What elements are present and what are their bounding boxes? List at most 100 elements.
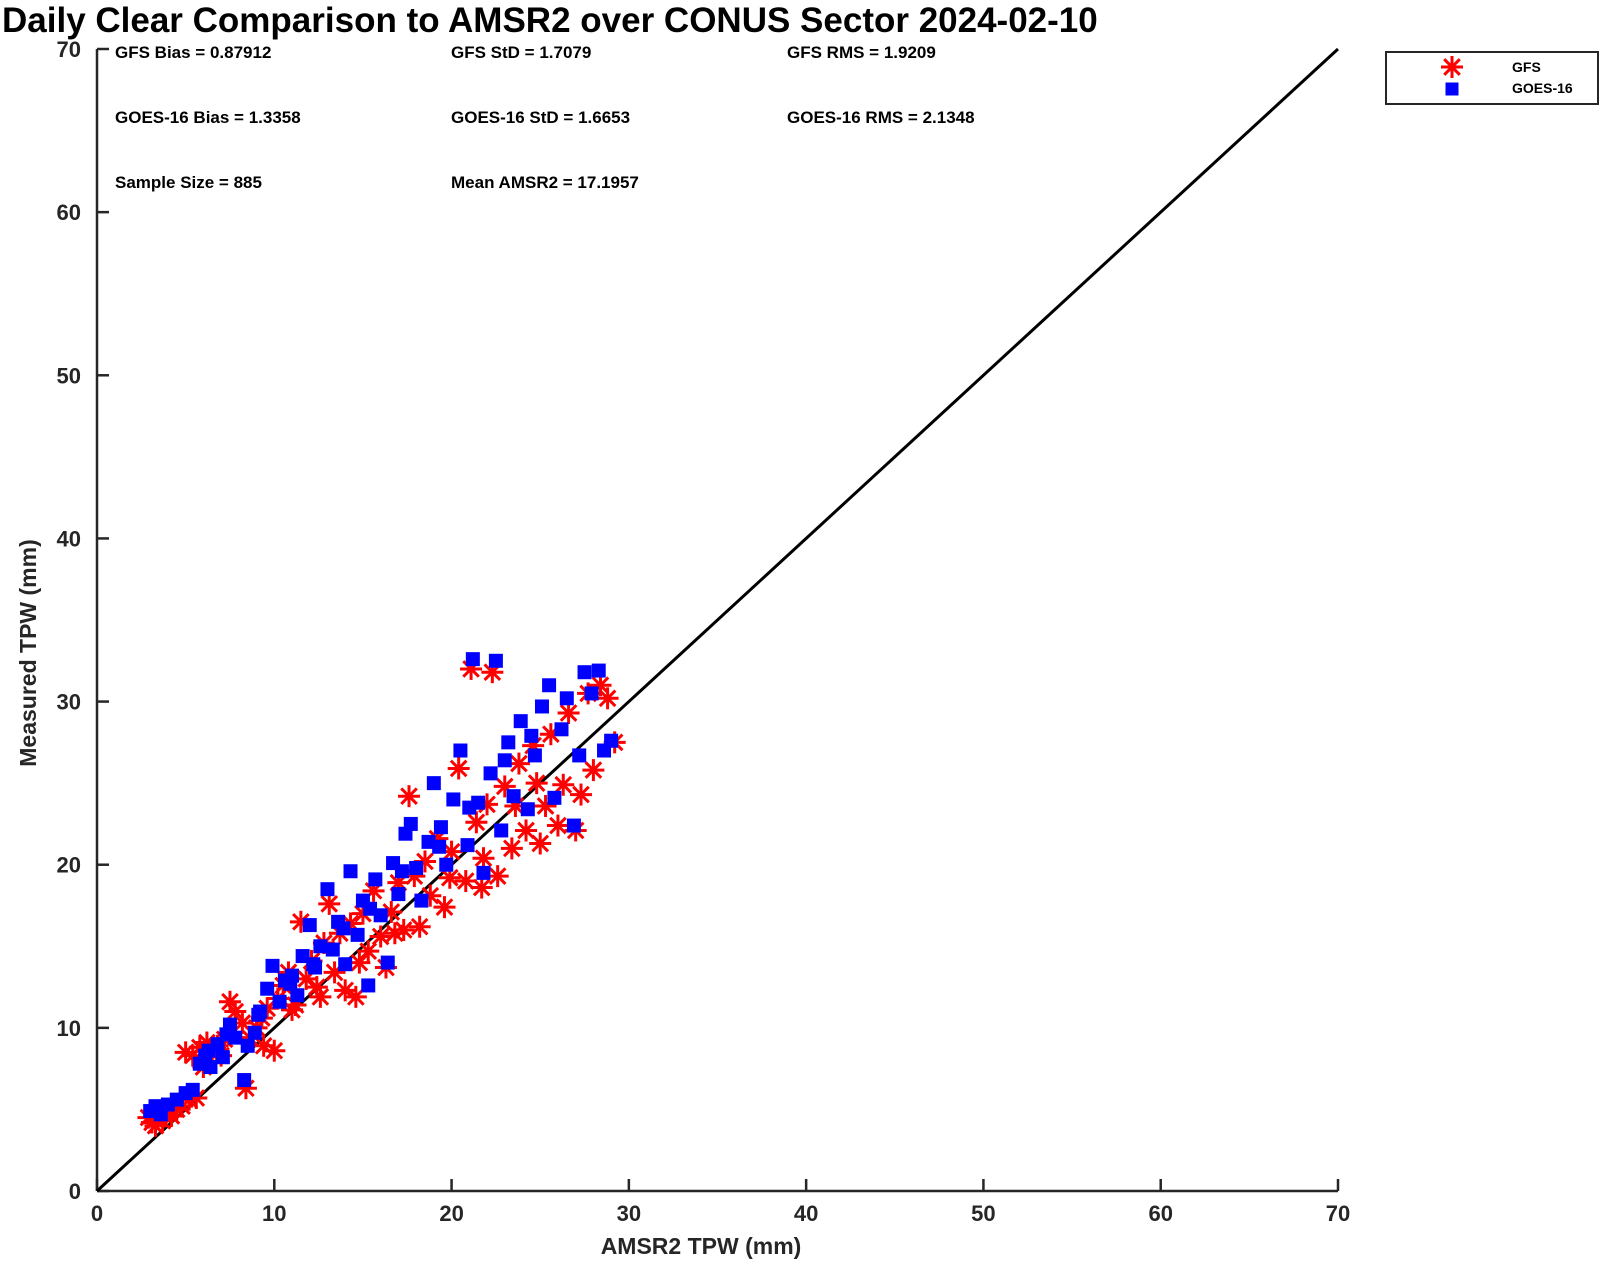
y-tick-label: 70 [57,37,81,62]
goes16-point [488,653,503,668]
legend-goes16-marker [1445,82,1459,96]
goes16-point [247,1025,262,1040]
goes16-point [527,748,542,763]
goes16-point [237,1073,252,1088]
gfs-point [408,915,431,938]
goes16-point [604,733,619,748]
goes16-point [432,839,447,854]
gfs-point [447,757,470,780]
gfs-point [252,1034,275,1057]
goes16-point [506,789,521,804]
goes16-point [403,816,418,831]
goes16-point [201,1043,216,1058]
gfs-point [470,876,493,899]
gfs-point [357,940,380,963]
goes16-point [453,743,468,758]
goes16-point [513,714,528,729]
gfs-point [369,925,392,948]
goes16-point [391,887,406,902]
stat-annotation: Sample Size = 885 [115,173,262,192]
goes16-point [476,865,491,880]
gfs-point [465,811,488,834]
gfs-point [596,687,619,710]
gfs-point [525,772,548,795]
goes16-point [283,976,298,991]
chart-title: Daily Clear Comparison to AMSR2 over CON… [2,1,1098,40]
goes16-point [306,957,321,972]
goes16-point [325,942,340,957]
goes16-point [240,1038,255,1053]
goes16-point [572,748,587,763]
gfs-point [344,985,367,1008]
gfs-point [281,998,304,1021]
y-tick-label: 50 [57,363,81,388]
stat-annotation: GFS StD = 1.7079 [451,43,591,62]
gfs-point [433,896,456,919]
x-tick-label: 50 [971,1201,995,1226]
gfs-point [309,985,332,1008]
y-tick-label: 60 [57,200,81,225]
legend-box [1385,51,1599,105]
x-tick-label: 60 [1148,1201,1172,1226]
goes16-point [185,1082,200,1097]
y-axis-label: Measured TPW (mm) [15,539,41,766]
goes16-point [483,766,498,781]
goes16-point [219,1027,234,1042]
gfs-point [529,832,552,855]
goes16-point [336,921,351,936]
data-points [137,652,626,1137]
gfs-point [569,783,592,806]
legend-label: GFS [1512,59,1541,75]
goes16-point [433,820,448,835]
goes16-point [524,728,539,743]
goes16-point [215,1050,230,1065]
goes16-point [302,918,317,933]
gfs-point [318,892,341,915]
gfs-point [398,785,421,808]
statistics-annotations: GFS Bias = 0.87912 GFS StD = 1.7079 GFS RM… [115,43,975,192]
stat-annotation: GOES-16 StD = 1.6653 [451,108,630,127]
stat-annotation: Mean AMSR2 = 17.1957 [451,173,639,192]
goes16-point [542,678,557,693]
goes16-point [380,955,395,970]
goes16-point [260,981,275,996]
goes16-point [313,939,328,954]
series-goes-16 [143,652,619,1122]
goes16-point [577,665,592,680]
goes16-point [320,882,335,897]
gfs-point [582,759,605,782]
goes16-point [363,901,378,916]
goes16-point [494,823,509,838]
goes16-point [338,957,353,972]
goes16-point [460,838,475,853]
stat-annotation: GFS RMS = 1.9209 [787,43,936,62]
reference-line-group [95,47,1340,1193]
legend-label: GOES-16 [1512,80,1573,96]
gfs-point [472,847,495,870]
legend-gfs-marker [1441,56,1463,78]
x-tick-label: 30 [617,1201,641,1226]
gfs-point [552,773,575,796]
stat-annotation: GOES-16 Bias = 1.3358 [115,108,301,127]
gfs-point [348,951,371,974]
goes16-point [566,818,581,833]
goes16-point [290,988,305,1003]
y-tick-label: 30 [57,690,81,715]
goes16-point [534,699,549,714]
goes16-point [343,864,358,879]
goes16-point [520,802,535,817]
goes16-point [439,857,454,872]
x-axis-label: AMSR2 TPW (mm) [601,1233,802,1259]
goes16-point [501,735,516,750]
axes: 0 10 20 30 40 50 60 70 0 10 20 30 40 50 60 70 [57,37,1351,1226]
goes16-point [368,872,383,887]
x-tick-label: 40 [794,1201,818,1226]
goes16-point [295,949,310,964]
goes16-point [350,927,365,942]
gfs-point [557,701,580,724]
goes16-point [203,1060,218,1075]
gfs-point [546,814,569,837]
stat-annotation: GOES-16 RMS = 2.1348 [787,108,975,127]
goes16-point [394,864,409,879]
gfs-point [383,922,406,945]
